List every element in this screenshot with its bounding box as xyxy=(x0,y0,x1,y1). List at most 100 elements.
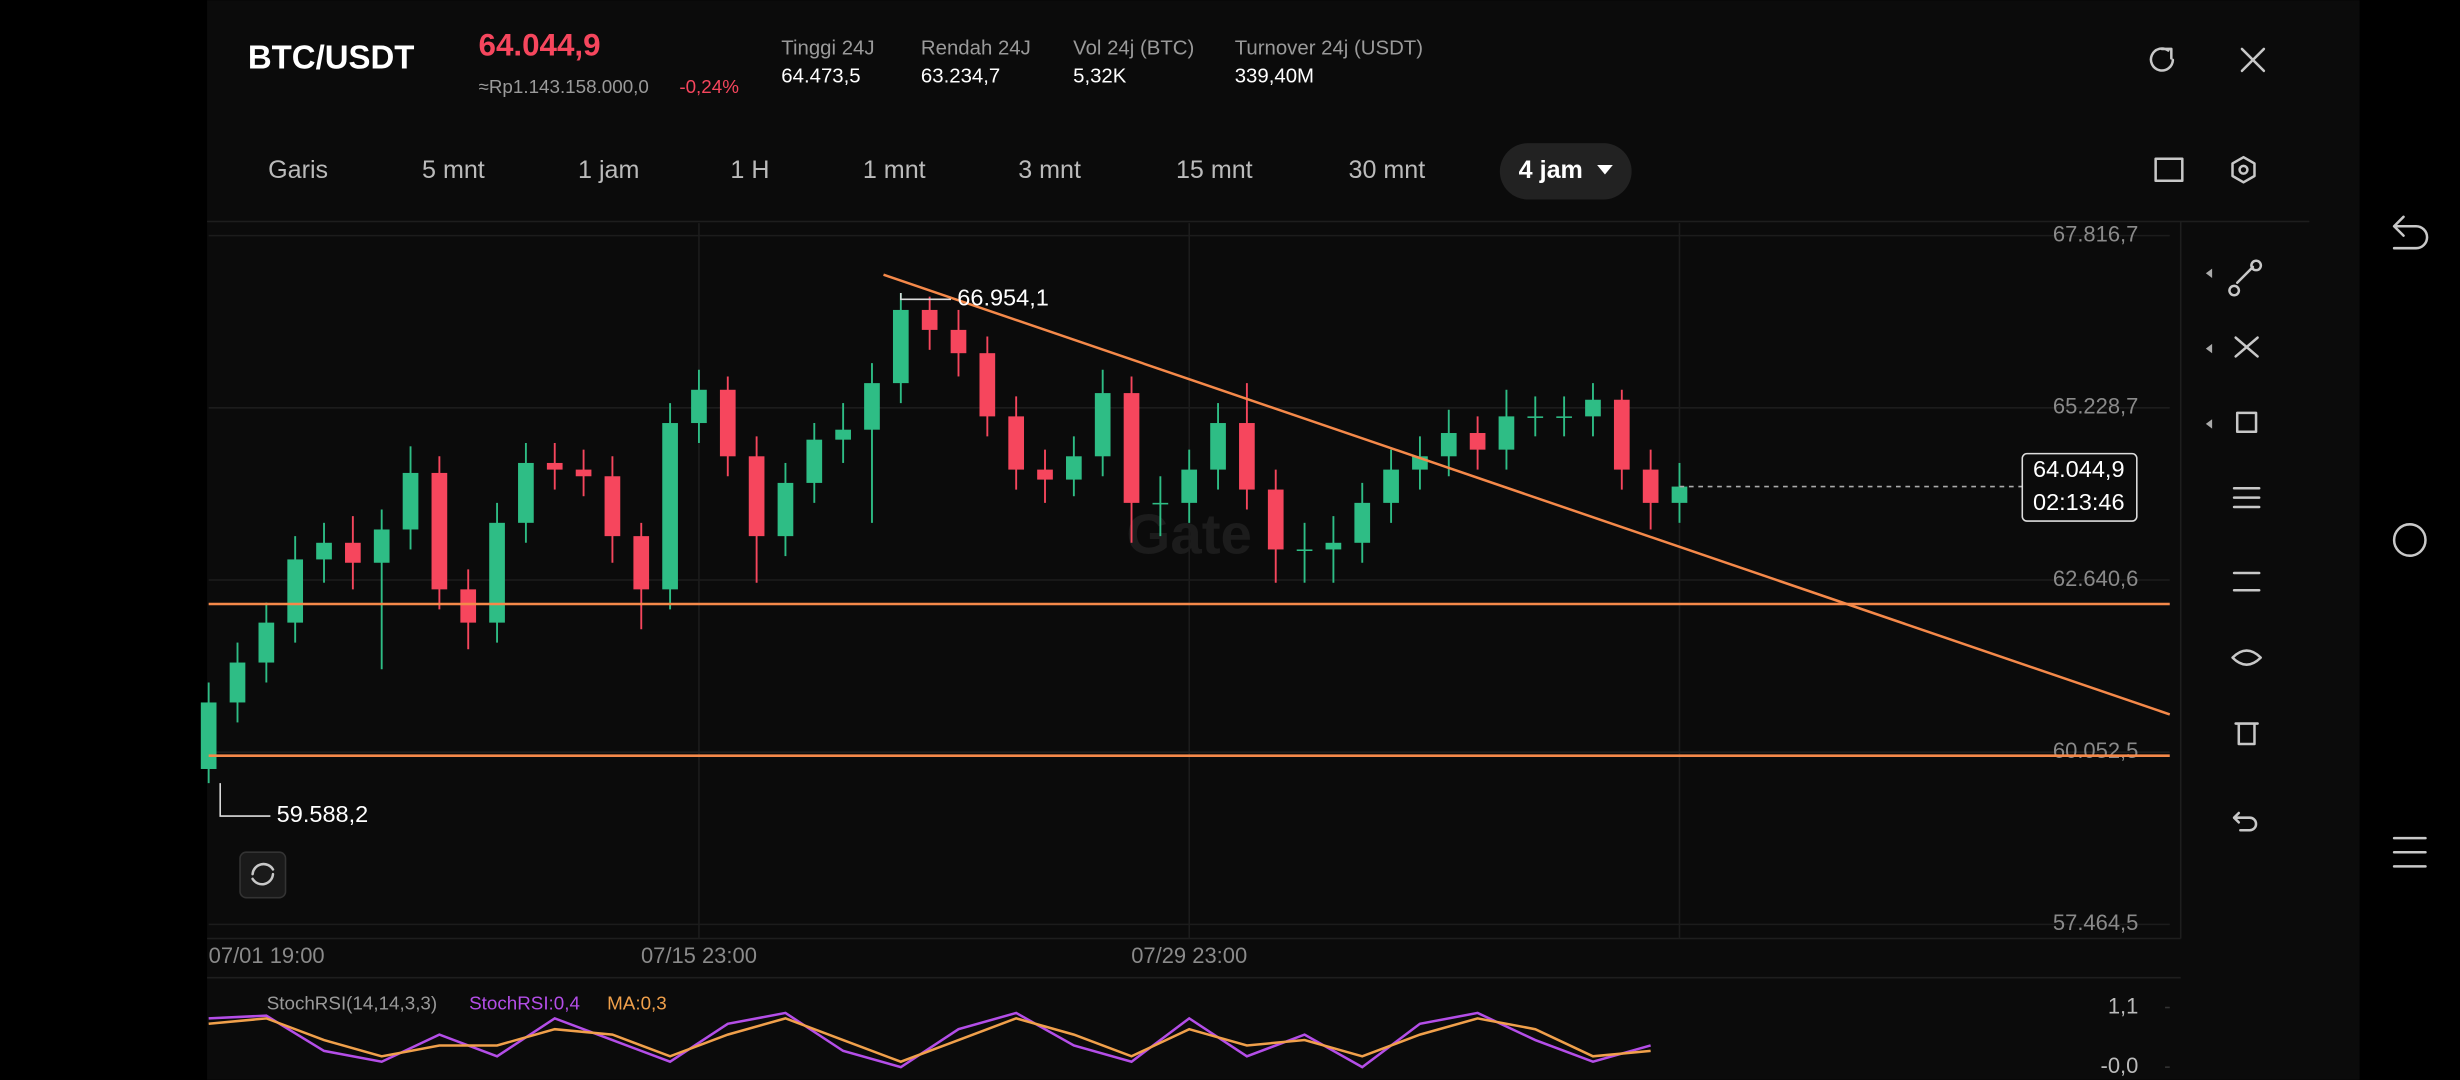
annotation-label: 66.954,1 xyxy=(957,285,1049,311)
timeframe-tab[interactable]: 1 mnt xyxy=(863,156,926,184)
annotation-leader xyxy=(219,783,271,817)
candle-body xyxy=(489,522,505,623)
candle-body xyxy=(1671,486,1688,503)
candle-body xyxy=(1527,416,1544,418)
candle-body xyxy=(1094,393,1111,457)
timeframe-tab[interactable]: 30 mnt xyxy=(1349,156,1426,184)
tool-delete[interactable] xyxy=(2234,722,2259,746)
fullscreen-button[interactable] xyxy=(2154,157,2184,182)
candle-body xyxy=(345,542,361,563)
active-timeframe: 4 jam xyxy=(1519,156,1583,184)
reset-button[interactable] xyxy=(239,851,287,899)
candle-body xyxy=(892,309,909,384)
timeframe-tab[interactable]: 1 jam xyxy=(578,156,639,184)
candle-body xyxy=(460,589,477,623)
close-button[interactable] xyxy=(2240,47,2266,73)
y-tick-label: 60.052,5 xyxy=(2053,738,2138,763)
candle-body xyxy=(633,536,650,590)
candle-body xyxy=(1613,399,1630,470)
indicator-line xyxy=(208,1017,1651,1064)
stat-label: Rendah 24J xyxy=(921,37,1031,59)
nav-home[interactable] xyxy=(2392,523,2427,557)
candle-body xyxy=(662,423,678,590)
settings-button[interactable] xyxy=(2231,155,2256,184)
timeframe-tab[interactable]: Garis xyxy=(268,156,328,184)
candle-body xyxy=(431,472,448,590)
candle-body xyxy=(546,462,563,470)
tool-cross[interactable] xyxy=(2234,336,2259,358)
chart: Tinggi 24J 64.473,5 Rendah 24J 63.234,7 Vol … xyxy=(200,37,2171,1078)
stat-value: 5,32K xyxy=(1073,66,1127,88)
candle-body xyxy=(921,309,938,330)
candle-body xyxy=(691,389,707,424)
nav-menu[interactable] xyxy=(2392,836,2427,868)
legend-entry: StochRSI:0,4 xyxy=(469,992,580,1013)
price-tag-value: 64.044,9 xyxy=(2033,456,2125,482)
stat-value: 64.473,5 xyxy=(781,66,860,88)
tool-visibility[interactable] xyxy=(2231,649,2263,666)
timeframe-tab[interactable]: 1 H xyxy=(730,156,769,184)
y-tick-label: -0,0 xyxy=(2101,1053,2139,1078)
x-tick-label: 07/29 23:00 xyxy=(1131,943,1247,968)
reset-icon xyxy=(251,862,275,886)
share-button[interactable] xyxy=(2149,47,2175,72)
tool-layers[interactable] xyxy=(2232,571,2261,592)
candle-body xyxy=(1469,433,1486,450)
symbol: BTC/USDT xyxy=(248,39,415,76)
stat-label: Vol 24j (BTC) xyxy=(1073,37,1194,59)
y-tick-label: 62.640,6 xyxy=(2053,566,2138,591)
candle-body xyxy=(200,702,217,769)
candle-body xyxy=(748,456,765,537)
tool-settings[interactable] xyxy=(2232,486,2261,509)
fullscreen-icon xyxy=(2154,157,2184,182)
last-price: 64.044,9 xyxy=(479,28,601,63)
candle-body xyxy=(1267,489,1284,550)
candle-body xyxy=(1239,423,1255,490)
x-tick-label: 07/15 23:00 xyxy=(641,943,757,968)
tool-line[interactable] xyxy=(2228,259,2263,297)
tool-undo[interactable] xyxy=(2232,811,2258,832)
candle-body xyxy=(1498,416,1515,450)
annotation-leader xyxy=(900,293,952,301)
candle-body xyxy=(1354,502,1371,543)
settings-dot xyxy=(2238,164,2249,175)
indicator-title: StochRSI(14,14,3,3) xyxy=(267,992,437,1013)
candle-body xyxy=(1008,416,1025,470)
indicator-line xyxy=(208,1011,1651,1069)
candle-body xyxy=(806,439,823,483)
y-tick-label: 65.228,7 xyxy=(2053,394,2138,419)
stat-label: Turnover 24j (USDT) xyxy=(1235,37,1423,59)
candle-body xyxy=(575,469,592,477)
stat-value: 63.234,7 xyxy=(921,66,1000,88)
active-timeframe-pill[interactable] xyxy=(1499,143,1632,200)
nav-back[interactable] xyxy=(2392,215,2429,250)
settings-icon xyxy=(2231,155,2256,184)
stat-value: 339,40M xyxy=(1235,66,1314,88)
share-icon xyxy=(2149,47,2175,72)
price-change: -0,24% xyxy=(679,76,739,97)
candle-body xyxy=(316,542,332,560)
price-tag-box xyxy=(2021,452,2138,522)
candle-body xyxy=(1585,399,1601,417)
candle-body xyxy=(1296,549,1313,552)
candle-body xyxy=(719,389,736,457)
nav-buttons xyxy=(2392,215,2429,868)
drawing-tools xyxy=(2205,259,2263,832)
candle-body xyxy=(1325,542,1342,550)
candle-body xyxy=(864,383,880,430)
trend-line xyxy=(883,273,2171,716)
timeframe-tab[interactable]: 5 mnt xyxy=(422,156,485,184)
tool-carets xyxy=(2205,268,2213,429)
tool-shape[interactable] xyxy=(2235,411,2258,434)
timeframe-tab[interactable]: 3 mnt xyxy=(1018,156,1081,184)
timeframe-tab[interactable]: 15 mnt xyxy=(1176,156,1253,184)
candle-body xyxy=(402,472,419,530)
candle-body xyxy=(777,482,794,537)
candle-body xyxy=(1642,469,1659,503)
stat-label: Tinggi 24J xyxy=(781,37,874,59)
candle-body xyxy=(518,462,534,523)
price-tag-countdown: 02:13:46 xyxy=(2033,489,2125,515)
x-tick-label: 07/01 19:00 xyxy=(209,943,325,968)
